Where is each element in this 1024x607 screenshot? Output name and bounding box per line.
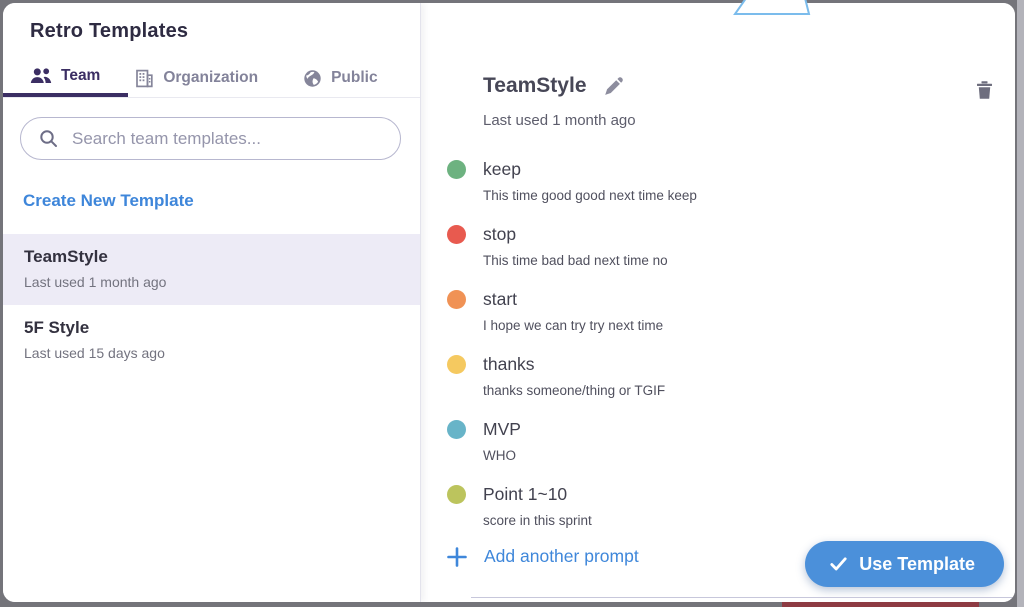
template-name: TeamStyle xyxy=(24,247,108,266)
prompt-color-dot xyxy=(447,225,466,244)
detail-title: TeamStyle xyxy=(483,74,587,97)
detail-last-used: Last used 1 month ago xyxy=(483,112,636,129)
prompt-color-dot xyxy=(447,420,466,439)
retro-templates-modal: Retro Templates Team xyxy=(3,3,1015,602)
tab-public-label: Public xyxy=(331,69,378,86)
use-template-label: Use Template xyxy=(859,553,975,574)
create-new-template-link[interactable]: Create New Template xyxy=(23,191,194,210)
bottom-divider xyxy=(471,597,1015,598)
prompt-label: MVP xyxy=(483,419,521,439)
check-icon xyxy=(830,557,847,571)
template-list: TeamStyle Last used 1 month ago 5F Style… xyxy=(3,234,420,376)
prompt-description: score in this sprint xyxy=(483,513,592,528)
prompt-label: stop xyxy=(483,224,517,244)
team-icon xyxy=(30,68,52,84)
pencil-icon xyxy=(602,77,624,102)
prompt-row-start[interactable]: start I hope we can try try next time xyxy=(447,287,975,345)
prompt-description: WHO xyxy=(483,448,516,463)
organization-icon xyxy=(135,69,154,88)
tab-organization-label: Organization xyxy=(163,69,259,86)
prompt-row-thanks[interactable]: thanks thanks someone/thing or TGIF xyxy=(447,352,975,410)
delete-template-button[interactable] xyxy=(976,80,993,100)
background-red-strip xyxy=(782,602,979,607)
globe-icon xyxy=(303,69,322,88)
page-title: Retro Templates xyxy=(30,20,189,42)
tab-public[interactable]: Public xyxy=(303,59,378,97)
prompt-color-dot xyxy=(447,355,466,374)
tab-team[interactable]: Team xyxy=(3,59,129,97)
edit-template-name-button[interactable] xyxy=(602,76,624,98)
prompt-color-dot xyxy=(447,290,466,309)
add-another-prompt-label: Add another prompt xyxy=(484,546,639,566)
template-name: 5F Style xyxy=(24,318,90,337)
prompt-label: thanks xyxy=(483,354,535,374)
add-another-prompt-button[interactable]: Add another prompt xyxy=(447,546,639,567)
trash-icon xyxy=(976,81,993,104)
search-input[interactable] xyxy=(70,127,386,150)
prompt-description: I hope we can try try next time xyxy=(483,318,664,333)
template-list-item-teamstyle[interactable]: TeamStyle Last used 1 month ago xyxy=(3,234,420,305)
search-icon xyxy=(39,129,58,148)
template-last-used: Last used 15 days ago xyxy=(24,345,165,361)
prompt-row-mvp[interactable]: MVP WHO xyxy=(447,417,975,475)
template-detail-panel: TeamStyle Last used 1 month ago keep Thi… xyxy=(421,3,1015,602)
prompt-color-dot xyxy=(447,160,466,179)
canvas-doodle-shape xyxy=(726,0,818,16)
prompt-label: keep xyxy=(483,159,521,179)
use-template-button[interactable]: Use Template xyxy=(805,541,1004,587)
prompt-row-keep[interactable]: keep This time good good next time keep xyxy=(447,157,975,215)
templates-sidebar: Retro Templates Team xyxy=(3,3,421,602)
prompt-label: Point 1~10 xyxy=(483,484,568,504)
search-box xyxy=(20,117,401,160)
window-edge-band xyxy=(1017,0,1024,607)
prompt-color-dot xyxy=(447,485,466,504)
prompt-description: thanks someone/thing or TGIF xyxy=(483,383,666,398)
plus-icon xyxy=(447,546,467,567)
detail-title-row: TeamStyle xyxy=(483,74,624,98)
tab-organization[interactable]: Organization xyxy=(135,59,258,97)
prompt-row-point[interactable]: Point 1~10 score in this sprint xyxy=(447,482,975,540)
prompt-description: This time good good next time keep xyxy=(483,188,697,203)
template-scope-tabs: Team Organization xyxy=(3,59,420,98)
prompt-row-stop[interactable]: stop This time bad bad next time no xyxy=(447,222,975,280)
prompt-description: This time bad bad next time no xyxy=(483,253,668,268)
tab-team-label: Team xyxy=(61,67,101,84)
template-list-item-5f-style[interactable]: 5F Style Last used 15 days ago xyxy=(3,305,420,376)
template-last-used: Last used 1 month ago xyxy=(24,274,167,290)
prompt-label: start xyxy=(483,289,518,309)
